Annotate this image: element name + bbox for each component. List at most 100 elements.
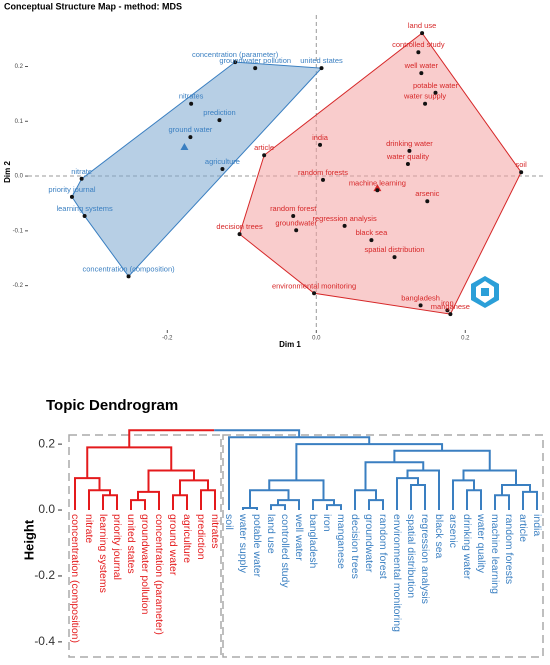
dendrogram-link [128, 429, 215, 448]
leaf-label: india [531, 514, 543, 536]
leaf-label: environmental monitoring [391, 514, 403, 632]
leaf-label: water supply [237, 513, 249, 574]
leaf-label: regression analysis [419, 514, 431, 604]
point [237, 232, 242, 237]
leaf-label: nitrate [83, 514, 95, 543]
leaf-label: groundwater pollution [139, 514, 151, 615]
point [321, 177, 326, 182]
point-label: united states [300, 56, 343, 65]
point-label: article [254, 143, 274, 152]
dendrogram-link [214, 429, 301, 438]
point-label: prediction [203, 108, 236, 117]
point-label: nitrates [179, 92, 204, 101]
point-label: machine learning [349, 178, 406, 187]
point-label: controlled study [392, 40, 445, 49]
point [220, 166, 225, 171]
y-axis-label: Dim 2 [3, 161, 12, 183]
point-label: iron [441, 298, 454, 307]
point [342, 223, 347, 228]
dendrogram-link [501, 483, 531, 496]
leaf-label: land use [265, 514, 277, 554]
leaf-label: article [517, 514, 529, 542]
point-label: random forest [270, 204, 317, 213]
y-tick-label: 0.1 [15, 119, 24, 125]
point-label: learning systems [56, 204, 113, 213]
point-label: groundwater [275, 218, 317, 227]
leaf-label: iron [321, 514, 333, 532]
point [423, 101, 428, 106]
point [312, 291, 317, 296]
leaf-label: water quality [475, 513, 487, 574]
point [318, 142, 323, 147]
point [375, 188, 380, 193]
point [405, 162, 410, 167]
y-tick-label: -0.1 [13, 228, 24, 234]
dendrogram-link [406, 469, 440, 511]
point-label: random forests [298, 168, 348, 177]
point-label: drinking water [386, 139, 433, 148]
logo-mark [481, 288, 489, 296]
dendrogram-link [452, 479, 475, 511]
point [420, 31, 425, 36]
dendrogram-link [462, 469, 517, 485]
point [291, 214, 296, 219]
point-label: soil [516, 160, 528, 169]
point-label: concentration (parameter) [192, 50, 279, 59]
point [294, 228, 299, 233]
point-label: spatial distribution [364, 245, 424, 254]
leaf-label: arsenic [447, 514, 459, 548]
leaf-label: united states [125, 514, 137, 574]
dendrogram-link [268, 479, 325, 501]
dendrogram-link [396, 477, 419, 511]
point-label: water quality [386, 152, 429, 161]
cluster-box [68, 434, 222, 658]
point-label: regression analysis [313, 214, 377, 223]
point-label: land use [408, 21, 436, 30]
leaf-label: manganese [335, 514, 347, 569]
point-label: decision trees [216, 222, 263, 231]
point [319, 66, 324, 71]
leaf-label: ground water [167, 514, 179, 576]
x-tick-label: 0.2 [461, 336, 470, 342]
point-label: black sea [356, 228, 389, 237]
map-title: Conceptual Structure Map - method: MDS [4, 1, 182, 11]
point [418, 303, 423, 308]
point [188, 135, 193, 140]
point [425, 199, 430, 204]
leaf-label: bangladesh [307, 514, 319, 568]
point-label: nitrate [71, 167, 92, 176]
y-tick-label: -0.2 [34, 568, 55, 582]
point-label: concentration (composition) [82, 264, 175, 273]
point-label: manganese [431, 302, 470, 311]
dendrogram-title: Topic Dendrogram [46, 397, 178, 414]
point [189, 101, 194, 106]
leaf-label: decision trees [349, 514, 361, 579]
leaf-label: prediction [195, 514, 207, 560]
y-axis-label: Height [21, 519, 36, 560]
point [448, 312, 453, 317]
point [433, 90, 438, 95]
leaf-label: drinking water [461, 514, 473, 580]
centroid [180, 143, 189, 151]
point [217, 118, 222, 123]
dendrogram-link [74, 477, 101, 511]
cluster-box [222, 434, 544, 658]
y-tick-label: 0.0 [38, 502, 55, 516]
dendrogram-link [410, 483, 426, 511]
leaf-label: well water [293, 513, 305, 561]
point [79, 176, 84, 181]
leaf-label: potable water [251, 514, 263, 578]
point [519, 170, 524, 175]
point [82, 214, 87, 219]
point-label: india [312, 133, 329, 142]
dendrogram-link [228, 436, 371, 511]
dendrogram-link [147, 469, 195, 492]
x-axis-label: Dim 1 [279, 340, 301, 349]
point-label: bangladesh [401, 293, 440, 302]
point-label: potable water [413, 81, 459, 90]
point [253, 66, 258, 71]
leaf-label: concentration (parameter) [153, 514, 165, 635]
point-label: agriculture [205, 157, 240, 166]
leaf-label: random forests [503, 514, 515, 584]
